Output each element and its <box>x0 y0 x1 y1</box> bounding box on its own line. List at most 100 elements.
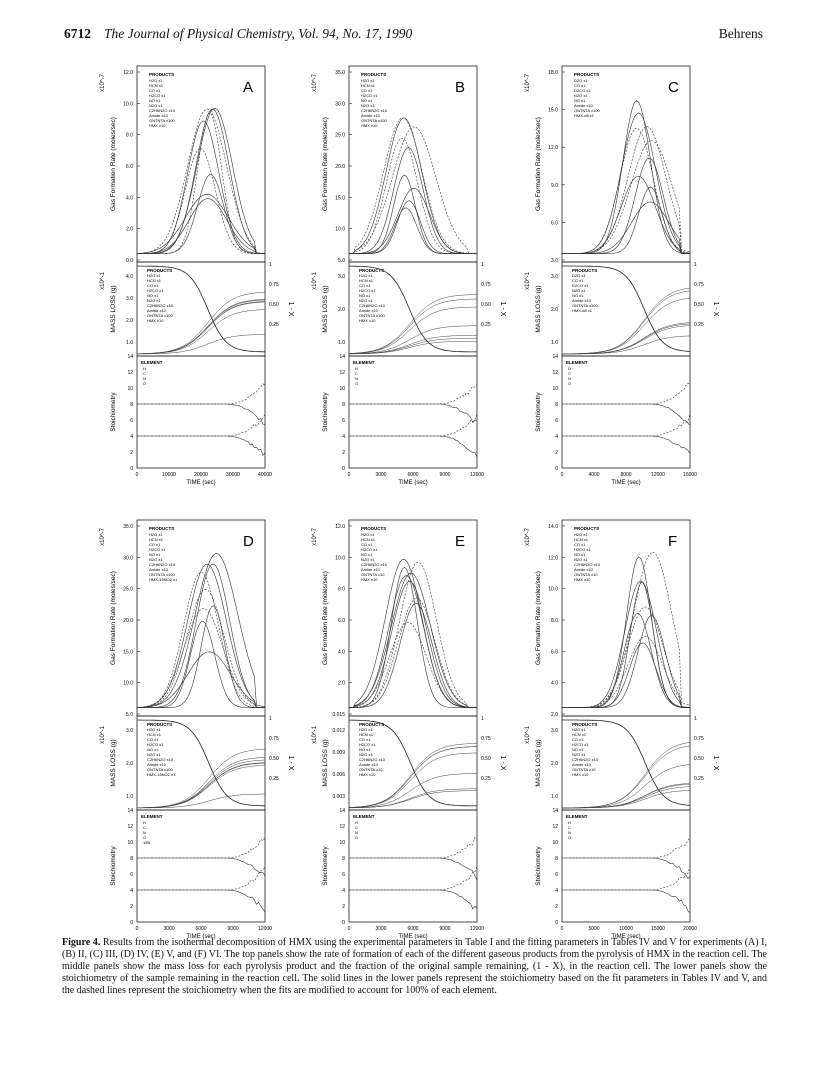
products-legend-item: NO x1 <box>361 98 373 103</box>
stoichiometry-tick-label: 2 <box>342 904 345 910</box>
time-tick-label: 9000 <box>439 472 450 478</box>
stoichiometry-curve <box>349 384 478 405</box>
stoichiometry-tick-label: 0 <box>342 920 345 926</box>
products-legend-item: CO x1 <box>149 88 161 93</box>
products-legend-item: HMX x10 <box>149 123 166 128</box>
gas-tick-label: 12.0 <box>548 555 558 561</box>
element-legend-item: N <box>355 830 358 835</box>
stoichiometry-tick-label: 14 <box>339 808 345 814</box>
gas-rate-curve <box>562 126 691 254</box>
products-legend-item: NO x1 <box>572 747 584 752</box>
products-legend-item: HMX x10 <box>361 123 378 128</box>
gas-exponent-label: x10^-7 <box>100 73 106 91</box>
stoichiometry-curve <box>137 414 266 437</box>
gas-tick-label: 15.0 <box>548 108 558 114</box>
mass-loss-curve <box>349 335 477 355</box>
products-legend-item: H2CO x1 <box>361 547 378 552</box>
stoichiometry-tick-label: 0 <box>555 466 558 472</box>
mass-tick-label: 3.0 <box>126 728 133 734</box>
gas-tick-label: 15.0 <box>335 195 345 201</box>
stoichiometry-curve <box>137 857 266 876</box>
stoichiometry-tick-label: 0 <box>130 920 133 926</box>
products-legend-item: HCN x1 <box>359 732 374 737</box>
fraction-tick-label: 1 <box>269 716 272 722</box>
element-legend-title: ELEMENT <box>141 814 163 819</box>
fraction-tick-label: 0.25 <box>694 776 704 782</box>
products-legend-title: PRODUCTS <box>361 72 386 77</box>
element-legend-item: O <box>355 835 358 840</box>
products-legend-title: PRODUCTS <box>359 722 384 727</box>
element-legend-title: ELEMENT <box>141 360 163 365</box>
products-legend-item: HCN x1 <box>572 732 587 737</box>
fraction-remaining-curve <box>349 265 477 353</box>
gas-rate-axis-label: Gas Formation Rate (moles/sec) <box>535 571 542 665</box>
stoichiometry-curve <box>137 403 266 426</box>
gas-tick-label: 4.0 <box>338 649 345 655</box>
products-legend-item: HMX-d8 x1 <box>572 308 593 313</box>
gas-rate-curve <box>349 559 477 708</box>
time-axis-label: TIME (sec) <box>186 934 215 940</box>
mass-exponent-label: x10^-1 <box>312 725 318 743</box>
gas-rate-axis-label: Gas Formation Rate (moles/sec) <box>322 117 329 211</box>
element-legend-item: H <box>143 820 146 825</box>
time-axis-label: TIME (sec) <box>398 480 427 486</box>
mass-loss-curve <box>348 306 478 354</box>
gas-rate-axis-label: Gas Formation Rate (moles/sec) <box>110 571 117 665</box>
products-legend-item: H2O x1 <box>149 78 163 83</box>
gas-tick-label: 9.0 <box>551 183 558 189</box>
mass-loss-curve <box>348 298 477 354</box>
gas-rate-curve <box>348 117 477 254</box>
fraction-tick-label: 1 <box>481 262 484 268</box>
products-legend-item: Amide x10 <box>147 762 167 767</box>
products-legend-item: HCN x1 <box>359 278 374 283</box>
one-minus-x-label: 1 - X <box>712 302 719 317</box>
mass-loss-curve <box>561 325 691 355</box>
time-tick-label: 20000 <box>194 472 208 478</box>
gas-rate-curve <box>137 108 265 254</box>
mass-loss-curve <box>562 297 691 355</box>
products-legend-title: PRODUCTS <box>574 72 599 77</box>
fraction-remaining-curve <box>349 719 477 807</box>
page-number: 6712 <box>64 26 91 41</box>
mass-loss-curve <box>136 748 266 809</box>
gas-rate-curve <box>562 615 691 708</box>
gas-rate-curve <box>137 651 265 708</box>
time-tick-label: 16000 <box>683 472 697 478</box>
one-minus-x-label: 1 - X <box>712 756 719 771</box>
products-legend-item: ONTNTA x100 <box>359 313 385 318</box>
stoichiometry-tick-label: 12 <box>339 824 345 830</box>
stoichiometry-tick-label: 6 <box>342 872 345 878</box>
products-legend-item: NO x1 <box>574 98 586 103</box>
element-legend-item: O <box>143 835 146 840</box>
products-legend-item: H2CO x1 <box>359 288 376 293</box>
products-legend-item: C2H6N2O x10 <box>574 562 601 567</box>
products-legend-title: PRODUCTS <box>361 526 386 531</box>
products-legend-item: HMX x10 <box>361 577 378 582</box>
gas-tick-label: 20.0 <box>123 618 133 624</box>
gas-rate-curve <box>348 117 477 254</box>
fraction-remaining-curve <box>562 719 691 806</box>
stoichiometry-curve <box>562 403 691 426</box>
gas-tick-label: 4.0 <box>126 195 133 201</box>
gas-exponent-label: x10^-7 <box>525 73 531 91</box>
fraction-tick-label: 1 <box>694 716 697 722</box>
products-legend-item: C2H6N2O x10 <box>149 562 176 567</box>
stoichiometry-tick-label: 4 <box>342 434 345 440</box>
stoichiometry-axis-label: Stoichiometry <box>535 392 542 432</box>
element-legend-item: O <box>143 381 146 386</box>
mass-loss-curve <box>349 752 478 808</box>
fraction-tick-label: 0.50 <box>481 302 491 308</box>
products-legend-item: H2O x1 <box>361 78 375 83</box>
element-legend-item: O <box>568 381 571 386</box>
stoichiometry-tick-label: 2 <box>342 450 345 456</box>
stoichiometry-tick-label: 2 <box>130 904 133 910</box>
panel-letter: E <box>455 533 465 550</box>
mass-loss-curve <box>137 301 266 355</box>
products-legend-item: C2H6N2O x10 <box>572 757 599 762</box>
gas-rate-curve <box>137 174 265 254</box>
gas-rate-curve <box>562 175 690 254</box>
stoichiometry-tick-label: 12 <box>552 370 558 376</box>
time-axis-label: TIME (sec) <box>611 480 640 486</box>
